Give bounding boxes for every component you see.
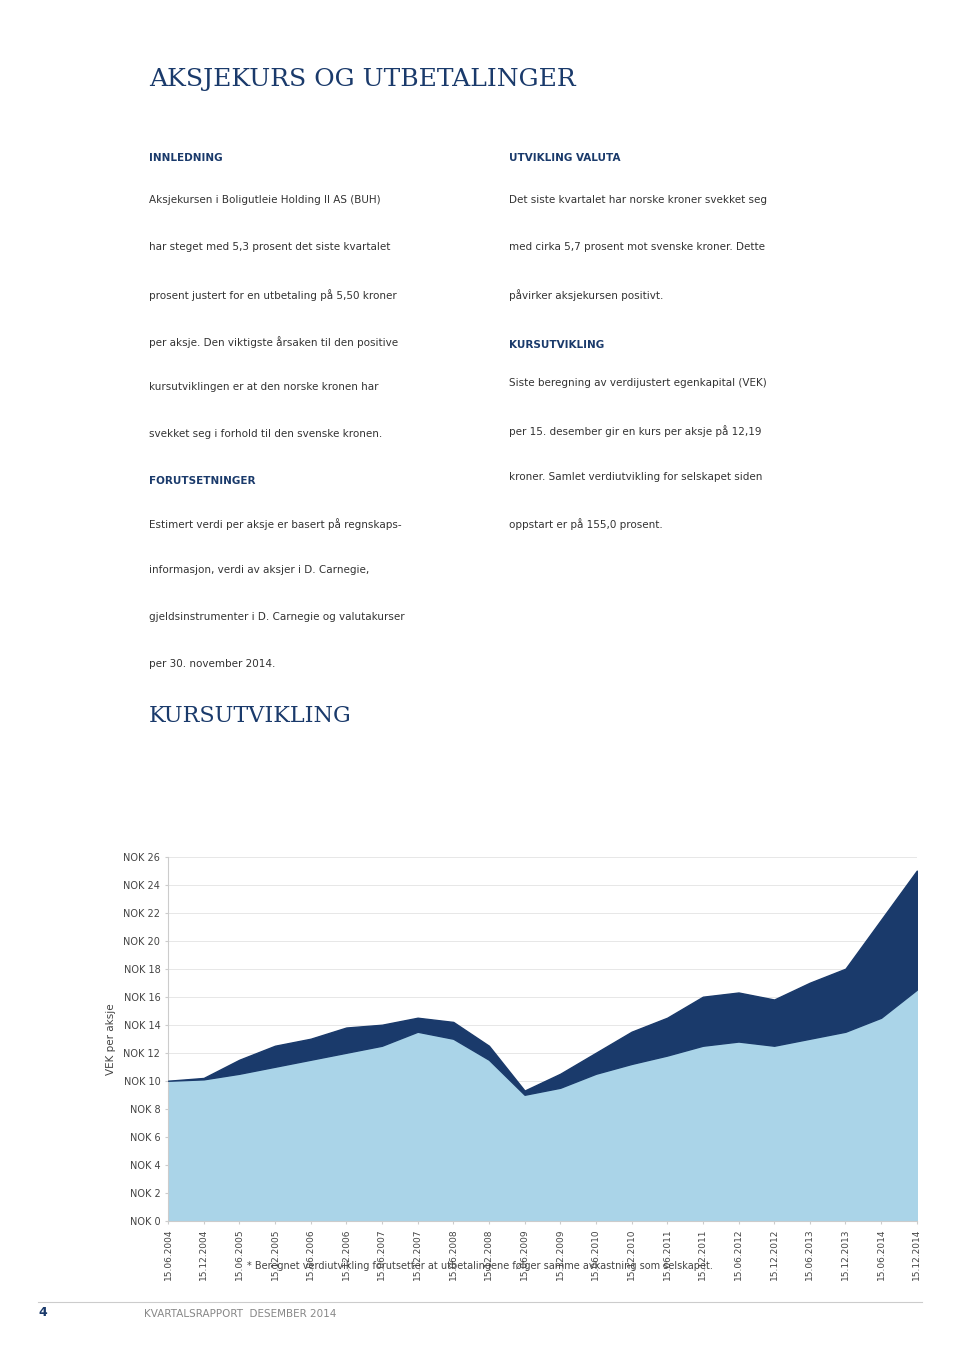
Text: kroner. Samlet verdiutvikling for selskapet siden: kroner. Samlet verdiutvikling for selska… [509, 472, 762, 482]
Text: KURSUTVIKLING: KURSUTVIKLING [509, 340, 604, 349]
Text: har steget med 5,3 prosent det siste kvartalet: har steget med 5,3 prosent det siste kva… [149, 243, 390, 252]
Text: per 30. november 2014.: per 30. november 2014. [149, 658, 276, 669]
Text: påvirker aksjekursen positivt.: påvirker aksjekursen positivt. [509, 289, 663, 301]
Text: informasjon, verdi av aksjer i D. Carnegie,: informasjon, verdi av aksjer i D. Carneg… [149, 565, 369, 575]
Text: Aksjekursen i Boligutleie Holding II AS (BUH): Aksjekursen i Boligutleie Holding II AS … [149, 196, 380, 205]
Text: FORUTSETNINGER: FORUTSETNINGER [149, 476, 255, 486]
Text: per aksje. Den viktigste årsaken til den positive: per aksje. Den viktigste årsaken til den… [149, 336, 398, 348]
Text: Siste beregning av verdijustert egenkapital (VEK): Siste beregning av verdijustert egenkapi… [509, 378, 766, 389]
Text: Det siste kvartalet har norske kroner svekket seg: Det siste kvartalet har norske kroner sv… [509, 196, 767, 205]
Text: UTVIKLING VALUTA: UTVIKLING VALUTA [509, 152, 620, 163]
Text: kursutviklingen er at den norske kronen har: kursutviklingen er at den norske kronen … [149, 383, 378, 393]
Text: med cirka 5,7 prosent mot svenske kroner. Dette: med cirka 5,7 prosent mot svenske kroner… [509, 243, 765, 252]
Text: * Beregnet verdiutvikling forutsetter at utbetalingene følger samme avkastning s: * Beregnet verdiutvikling forutsetter at… [247, 1261, 713, 1271]
Text: oppstart er på 155,0 prosent.: oppstart er på 155,0 prosent. [509, 518, 662, 530]
Text: prosent justert for en utbetaling på 5,50 kroner: prosent justert for en utbetaling på 5,5… [149, 289, 396, 301]
Text: Estimert verdi per aksje er basert på regnskaps-: Estimert verdi per aksje er basert på re… [149, 518, 401, 530]
Text: svekket seg i forhold til den svenske kronen.: svekket seg i forhold til den svenske kr… [149, 429, 382, 440]
Y-axis label: VEK per aksje: VEK per aksje [107, 1002, 116, 1075]
Text: KURSUTVIKLING: KURSUTVIKLING [149, 706, 351, 727]
Text: gjeldsinstrumenter i D. Carnegie og valutakurser: gjeldsinstrumenter i D. Carnegie og valu… [149, 612, 404, 622]
Text: INNLEDNING: INNLEDNING [149, 152, 223, 163]
Text: per 15. desember gir en kurs per aksje på 12,19: per 15. desember gir en kurs per aksje p… [509, 425, 761, 437]
Text: 4: 4 [38, 1306, 47, 1319]
Text: KVARTALSRAPPORT  DESEMBER 2014: KVARTALSRAPPORT DESEMBER 2014 [144, 1310, 336, 1319]
Text: AKSJEKURS OG UTBETALINGER: AKSJEKURS OG UTBETALINGER [149, 67, 575, 90]
